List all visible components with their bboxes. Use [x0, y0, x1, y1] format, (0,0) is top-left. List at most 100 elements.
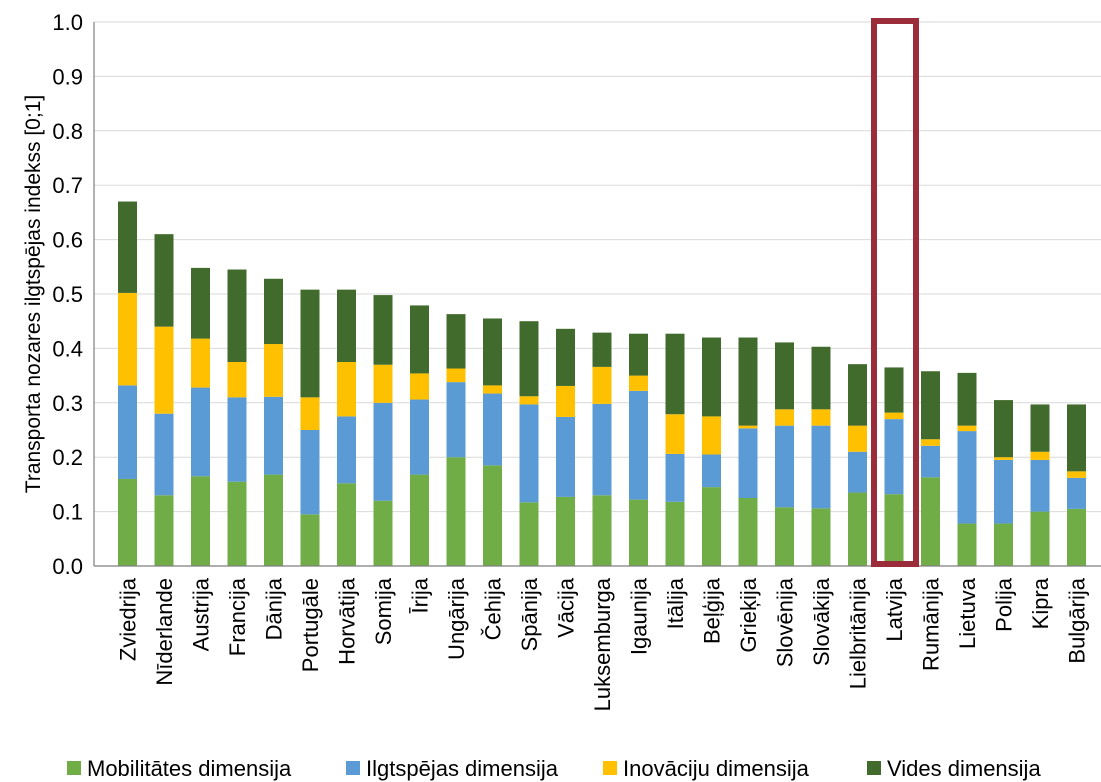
bar-segment: [1067, 508, 1086, 566]
bar-segment: [337, 416, 356, 484]
bar-segment: [264, 344, 283, 397]
bar-segment: [811, 425, 831, 509]
bar-segment: [1067, 471, 1086, 478]
x-tick-label: Vācija: [554, 577, 579, 638]
bar-segment: [373, 295, 393, 365]
legend-swatch: [67, 761, 81, 775]
bar-segment: [337, 483, 356, 566]
bar-segment: [446, 457, 466, 566]
x-tick-label: Luksemburga: [590, 577, 615, 711]
bar-segment: [264, 474, 283, 566]
legend-swatch: [346, 761, 360, 775]
legend-item: Inovāciju dimensija: [603, 756, 810, 781]
bar-segment: [848, 364, 867, 426]
x-tick-label: Portugāle: [298, 578, 323, 672]
x-tick-label: Zviedrija: [116, 577, 141, 661]
bar-segment: [154, 326, 174, 414]
x-tick-label: Horvātija: [335, 577, 360, 665]
bar-segment: [300, 397, 320, 430]
bar-segment: [227, 269, 247, 362]
bar-segment: [738, 428, 758, 498]
bar-segment: [921, 445, 940, 478]
highlight-box: [871, 18, 919, 567]
bar-segment: [957, 523, 977, 566]
bar-segment: [337, 362, 356, 417]
bar-segment: [665, 333, 685, 415]
bar-segment: [884, 412, 904, 420]
bar-segment: [410, 399, 429, 475]
bar-segment: [519, 404, 539, 503]
bar-segment: [154, 234, 174, 327]
legend-label: Vides dimensija: [887, 756, 1041, 781]
bar-segment: [921, 371, 940, 440]
x-tick-label: Lietuva: [955, 577, 980, 649]
bar-segment: [118, 201, 137, 293]
bar-segment: [702, 337, 721, 417]
bar-segment: [811, 346, 831, 410]
bar-segment: [264, 278, 283, 345]
bar-segment: [556, 496, 575, 566]
x-tick-label: Īrija: [408, 577, 433, 613]
x-tick-label: Francija: [225, 577, 250, 656]
bar-segment: [227, 362, 247, 398]
bar-segment: [300, 514, 320, 566]
x-tick-label: Polija: [992, 577, 1017, 632]
y-tick-label: 0.4: [52, 336, 83, 361]
x-tick-label: Ungārija: [444, 577, 469, 660]
bar-segment: [191, 387, 210, 477]
bar-segment: [519, 502, 539, 566]
legend-item: Mobilitātes dimensija: [67, 756, 292, 781]
y-tick-label: 0.3: [52, 391, 83, 416]
bar-segment: [227, 397, 247, 482]
bar-segment: [154, 413, 174, 496]
bar-segment: [629, 390, 648, 500]
legend-swatch: [603, 761, 617, 775]
y-tick-label: 1.0: [52, 10, 83, 35]
x-tick-label: Austrija: [189, 577, 214, 651]
y-tick-label: 0.1: [52, 500, 83, 525]
bar-segment: [556, 416, 575, 497]
bar-segment: [154, 495, 174, 566]
bar-segment: [592, 403, 612, 496]
x-tick-label: Beļģija: [700, 577, 725, 644]
y-tick-labels: 0.0 0.1 0.2 0.3 0.4 0.5 0.6 0.7 0.8 0.9 1.0: [52, 10, 83, 579]
bar-segment: [1067, 404, 1086, 472]
bar-segment: [702, 416, 721, 455]
x-tick-label: Kipra: [1028, 577, 1053, 629]
x-tick-label: Dānija: [262, 577, 287, 640]
bar-segment: [921, 477, 940, 566]
bar-segment: [410, 474, 429, 566]
bar-segment: [592, 366, 612, 404]
x-tick-label: Nīderlande: [152, 578, 177, 686]
x-tick-labels: Zviedrija Nīderlande Austrija Francija Dānij…: [116, 577, 1090, 711]
legend: Mobilitātes dimensija Ilgtspējas dimensij…: [67, 756, 1041, 781]
x-tick-label: Lielbritānija: [846, 577, 871, 689]
x-tick-label: Grieķija: [736, 577, 761, 652]
bar-segment: [629, 499, 648, 566]
bar-segment: [264, 396, 283, 475]
bar-segment: [373, 402, 393, 501]
bar-segment: [629, 375, 648, 391]
bar-segment: [483, 393, 502, 466]
bar-segment: [811, 508, 831, 566]
bar-segment: [957, 431, 977, 524]
y-tick-label: 0.5: [52, 282, 83, 307]
bar-segment: [665, 453, 685, 502]
x-tick-label: Latvija: [882, 577, 907, 641]
bar-segment: [702, 487, 721, 566]
axes: [93, 22, 1101, 567]
y-tick-label: 0.2: [52, 445, 83, 470]
bar-segment: [702, 454, 721, 488]
bar-segment: [957, 425, 977, 432]
bar-segment: [592, 332, 612, 367]
legend-label: Ilgtspējas dimensija: [366, 756, 559, 781]
bar-segment: [483, 465, 502, 566]
bar-segment: [373, 500, 393, 566]
bar-segment: [300, 289, 320, 398]
bar-segment: [738, 337, 758, 426]
bar-segment: [848, 492, 867, 566]
bar-segment: [446, 382, 466, 458]
bar-segment: [191, 338, 210, 388]
bar-segment: [994, 459, 1013, 524]
bar-segment: [1030, 451, 1050, 460]
